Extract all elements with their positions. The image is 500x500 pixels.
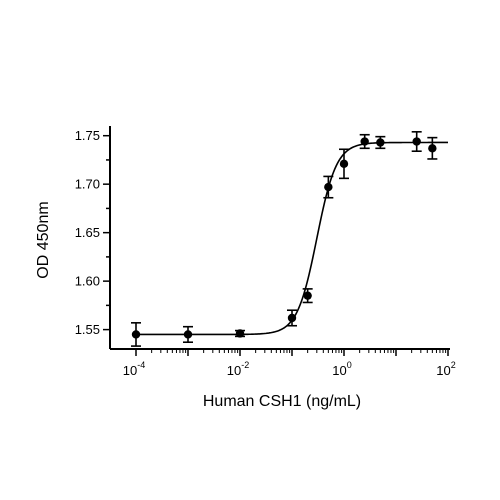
data-point: [412, 137, 421, 146]
x-axis-title: Human CSH1 (ng/mL): [203, 393, 361, 410]
x-tick-base: 10: [227, 363, 241, 378]
y-tick-label: 1.70: [75, 177, 100, 192]
y-tick-label: 1.75: [75, 128, 100, 143]
x-tick-exponent: -2: [241, 360, 249, 370]
data-point: [287, 313, 297, 323]
y-tick-label: 1.60: [75, 274, 100, 289]
x-tick-exponent: -4: [137, 360, 145, 370]
fit-curve: [136, 141, 448, 336]
x-tick-base: 10: [436, 363, 450, 378]
y-axis: 1.55 1.60 1.65 1.70 1.75: [75, 126, 111, 349]
x-tick-label: 102: [436, 360, 455, 378]
x-tick-label: 100: [332, 360, 351, 378]
data-point: [183, 330, 193, 339]
data-point: [428, 144, 437, 153]
data-point: [360, 137, 369, 146]
data-point: [324, 182, 333, 192]
data-point: [235, 329, 245, 338]
x-axis: 10-4 10-2 100 102: [110, 348, 456, 378]
y-axis-title: OD 450nm: [35, 201, 52, 278]
plot-area: [131, 131, 448, 347]
x-tick-base: 10: [123, 363, 137, 378]
y-tick-label: 1.65: [75, 225, 100, 240]
data-point: [376, 138, 385, 147]
data-point: [339, 159, 349, 169]
x-tick-label: 10-2: [227, 360, 249, 378]
x-tick-base: 10: [332, 363, 346, 378]
y-tick-label: 1.55: [75, 322, 100, 337]
data-point: [131, 330, 141, 339]
x-tick-exponent: 2: [451, 360, 456, 370]
x-tick-label: 10-4: [123, 360, 145, 378]
data-point: [303, 291, 312, 300]
x-tick-exponent: 0: [347, 360, 352, 370]
